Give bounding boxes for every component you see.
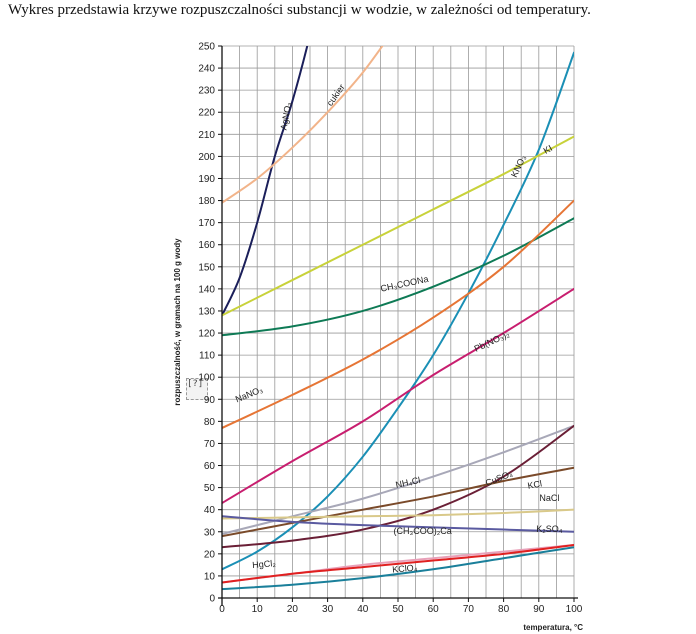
y-tick-label: 60: [204, 461, 216, 472]
curve-label-kclo4: KClO₄: [392, 562, 418, 574]
x-tick-label: 20: [287, 604, 299, 615]
y-tick-label: 120: [198, 329, 215, 340]
curve-pb-no3-2: [222, 287, 574, 505]
y-tick-label: 100: [198, 373, 215, 384]
y-tick-label: 10: [204, 571, 216, 582]
curve-label-nano3: NaNO₃: [234, 384, 265, 404]
y-tick-label: 230: [198, 86, 215, 97]
curves: [222, 46, 574, 591]
x-tick-label: 60: [428, 604, 440, 615]
y-tick-label: 220: [198, 108, 215, 119]
y-tick-label: 130: [198, 306, 215, 317]
y-tick-label: 180: [198, 196, 215, 207]
y-tick-label: 160: [198, 240, 215, 251]
x-tick-label: 80: [498, 604, 510, 615]
y-tick-label: 210: [198, 130, 215, 141]
curve-kclo4: [222, 546, 574, 591]
x-tick-label: 90: [533, 604, 545, 615]
curve-label-kno3: KNO₃: [509, 153, 528, 179]
curve-ki: [222, 135, 574, 317]
curve-cuso4: [222, 424, 574, 549]
curve-label-cuso4: CuSO₄: [484, 468, 514, 488]
y-tick-label: 70: [204, 439, 216, 450]
y-tick-label: 170: [198, 218, 215, 229]
curve-hgcl2: [222, 544, 574, 584]
y-tick-label: 40: [204, 505, 216, 516]
x-tick-label: 10: [252, 604, 264, 615]
y-tick-label: 140: [198, 284, 215, 295]
y-tick-label: 50: [204, 483, 216, 494]
broken-image-icon: [?]: [186, 378, 208, 400]
curve-label-nacl: NaCl: [539, 493, 559, 503]
x-tick-label: 100: [566, 604, 583, 615]
y-tick-label: 240: [198, 64, 215, 75]
curve-cukier: [222, 46, 384, 204]
curve-agno3: [222, 46, 309, 317]
y-tick-label: 30: [204, 527, 216, 538]
y-tick-label: 80: [204, 417, 216, 428]
curve-nacl: [222, 508, 574, 520]
axes: 0102030405060708090100110120130140150160…: [198, 42, 582, 616]
curve-ch3coona: [222, 217, 574, 337]
y-tick-label: 110: [199, 351, 215, 362]
x-tick-label: 40: [357, 604, 369, 615]
y-tick-label: 150: [198, 262, 215, 273]
x-tick-label: 50: [392, 604, 404, 615]
x-tick-label: 0: [219, 604, 225, 615]
curve-label-k2so4: K₂SO₄: [536, 524, 563, 534]
y-tick-label: 0: [209, 594, 215, 605]
curve-kno3: [222, 51, 574, 571]
y-tick-label: 90: [204, 395, 216, 406]
x-axis-label: temperatura, °C: [523, 623, 583, 632]
y-tick-label: 20: [204, 549, 216, 560]
curve-label-hgcl2: HgCl₂: [252, 558, 277, 570]
y-tick-label: 250: [198, 42, 215, 53]
y-axis-label: rozpuszczalność, w gramach na 100 g wody: [173, 238, 182, 406]
curve-label-kcl: KCl: [527, 478, 543, 490]
curve-label-agno3: AgNO₃: [279, 101, 294, 131]
x-tick-label: 30: [322, 604, 334, 615]
y-tick-label: 190: [198, 174, 215, 185]
y-tick-label: 200: [198, 152, 215, 163]
curve-label-ch3coo-2ca: (CH₃COO)₂Ca: [394, 526, 452, 536]
caption: Wykres przedstawia krzywe rozpuszczalnoś…: [8, 2, 591, 18]
x-tick-label: 70: [463, 604, 475, 615]
curve-nano3: [222, 199, 574, 429]
curve-ch3coo-2ca: [222, 515, 574, 533]
curve-kcl: [222, 466, 574, 538]
curve-label-pb-no3-2: Pb(NO₃)₂: [473, 329, 512, 354]
